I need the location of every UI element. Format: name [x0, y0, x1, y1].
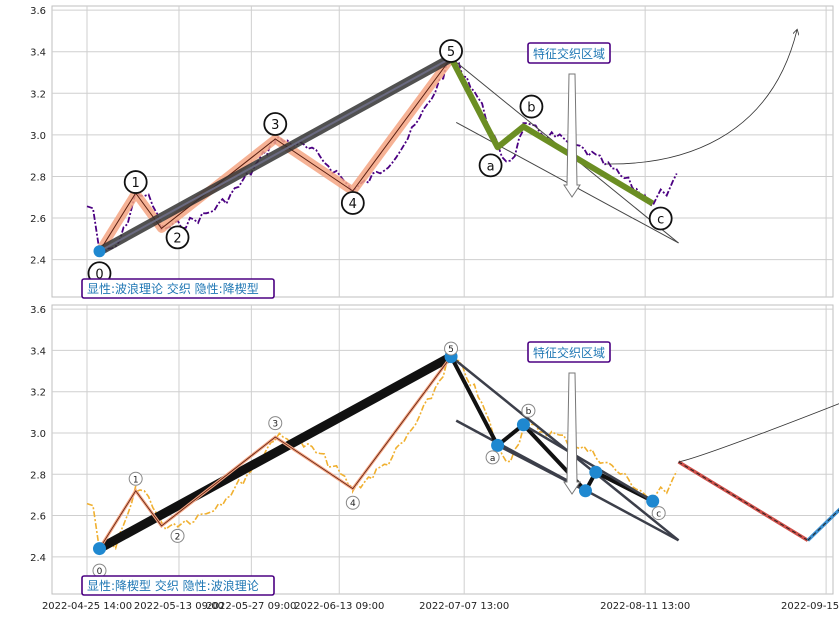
- wave-label-a: a: [490, 454, 496, 464]
- annotation-text: 特征交织区域: [533, 46, 605, 61]
- correction-wave-line: [449, 355, 654, 503]
- annotation-text: 特征交织区域: [533, 345, 605, 360]
- x-tick-label: 2022-07-07 13:00: [419, 601, 509, 612]
- y-tick-label: 3.6: [30, 305, 46, 316]
- wave-label-b-circle: [521, 403, 536, 418]
- wave-label-b-circle: [519, 94, 544, 119]
- wave-node-dot: [578, 484, 592, 498]
- wave-label-3: 3: [271, 118, 279, 133]
- wave-label-4: 4: [350, 499, 356, 509]
- wave-label-4: 4: [349, 197, 357, 212]
- wave-node-dot: [491, 438, 505, 452]
- wave-label-5: 5: [448, 345, 454, 355]
- wave-label-1: 1: [132, 176, 140, 191]
- wave-label-c-circle: [651, 506, 666, 521]
- wave-label-2: 2: [173, 231, 181, 246]
- trend-line-0-5: [94, 352, 456, 554]
- wave-label-5: 5: [447, 45, 455, 60]
- wave-label-c: c: [657, 212, 664, 227]
- plot-frame: [51, 304, 834, 595]
- wave-label-3-circle: [268, 416, 283, 431]
- y-tick-label: 2.6: [30, 214, 46, 225]
- wave-node-dot: [646, 494, 660, 508]
- pattern-label-text: 显性:波浪理论 交织 隐性:降楔型: [87, 281, 259, 296]
- x-tick-label: 2022-08-11 13:00: [600, 601, 690, 612]
- pattern-label-box: [81, 278, 275, 299]
- y-tick-label: 3.2: [30, 89, 46, 100]
- annotation-box: [527, 341, 611, 363]
- impulse-trend-core: [99, 57, 452, 253]
- x-tick-label: 2022-09-15 13:00: [781, 601, 839, 612]
- wave-label-2: 2: [175, 532, 181, 542]
- wave-label-b: b: [527, 101, 535, 116]
- y-tick-label: 3.2: [30, 388, 46, 399]
- wave-label-1-circle: [128, 471, 143, 486]
- wave-label-4-circle: [340, 191, 365, 215]
- y-tick-label: 3.0: [30, 429, 46, 440]
- forecast-up-leg-dash: [807, 509, 839, 541]
- x-tick-label: 2022-05-27 09:00: [206, 601, 296, 612]
- forecast-up-leg: [806, 507, 839, 542]
- y-tick-label: 2.4: [30, 256, 46, 267]
- y-tick-label: 2.4: [30, 553, 46, 564]
- wave-label-0: 0: [97, 567, 103, 577]
- wave-label-2-circle: [165, 225, 190, 250]
- wave-label-b: b: [526, 407, 532, 417]
- y-tick-label: 3.4: [30, 48, 46, 59]
- wave-label-a-circle: [485, 450, 500, 465]
- wave-node-dot: [516, 418, 530, 432]
- wave-label-5-circle: [444, 341, 459, 356]
- wave-label-0: 0: [95, 267, 103, 282]
- wave-label-2-circle: [170, 528, 185, 543]
- pattern-label-box: [81, 575, 275, 596]
- forecast-connector-arrow: [678, 403, 839, 463]
- y-tick-label: 2.8: [30, 172, 46, 183]
- wave-label-1-circle: [123, 170, 148, 194]
- y-tick-label: 3.0: [30, 131, 46, 142]
- wave-node-dot: [93, 245, 106, 258]
- wave-label-a-circle: [478, 153, 503, 178]
- x-tick-label: 2022-04-25 14:00: [42, 601, 132, 612]
- wave-node-dot: [589, 465, 603, 479]
- x-tick-label: 2022-06-13 09:00: [294, 601, 384, 612]
- wave-label-3-circle: [263, 112, 288, 136]
- wave-label-c-circle: [648, 206, 673, 231]
- plot-frame: [51, 5, 834, 298]
- wave-node-dot: [92, 542, 106, 556]
- x-tick-label: 2022-05-13 09:00: [134, 601, 224, 612]
- pattern-label-text: 显性:降楔型 交织 隐性:波浪理论: [87, 578, 259, 593]
- annotation-arrow-icon: [563, 372, 581, 495]
- impulse-wave-line: [99, 356, 452, 549]
- y-tick-label: 2.6: [30, 512, 46, 523]
- wave-label-a: a: [487, 159, 495, 174]
- y-tick-label: 2.8: [30, 470, 46, 481]
- y-tick-label: 3.6: [30, 6, 46, 17]
- wave-label-5-circle: [439, 39, 463, 63]
- wave-label-4-circle: [345, 495, 360, 510]
- correction-wave-line: [448, 56, 655, 207]
- annotation-box: [527, 42, 611, 64]
- wave-label-c: c: [656, 510, 661, 520]
- wedge-inner-line: [522, 423, 654, 503]
- wave-label-1: 1: [133, 475, 139, 485]
- annotation-arrow-icon: [563, 73, 581, 198]
- forecast-connector-arrow: [605, 30, 797, 165]
- forecast-down-leg: [677, 460, 809, 542]
- wave-label-3: 3: [272, 420, 278, 430]
- y-tick-label: 3.4: [30, 346, 46, 357]
